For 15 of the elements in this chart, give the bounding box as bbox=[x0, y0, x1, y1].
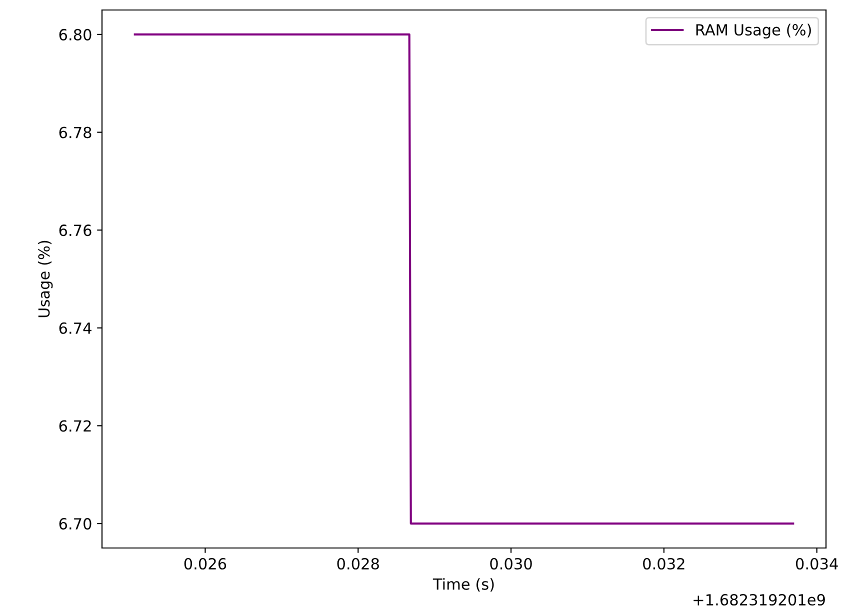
y-tick-label: 6.76 bbox=[59, 224, 92, 236]
x-tick-label: 0.030 bbox=[490, 558, 532, 570]
x-tick-label: 0.034 bbox=[796, 558, 838, 570]
x-axis-title: Time (s) bbox=[432, 578, 494, 592]
y-tick-label: 6.72 bbox=[59, 420, 91, 432]
y-tick-label: 6.80 bbox=[59, 28, 92, 40]
x-tick-label: 0.026 bbox=[184, 558, 226, 570]
text: +1.682319201e9 bbox=[694, 594, 825, 606]
y-tick-label: 6.74 bbox=[59, 322, 92, 334]
x-tick-label: 0.032 bbox=[643, 558, 684, 570]
y-axis-title: Usage (%) bbox=[38, 240, 53, 318]
y-tick-label: 6.70 bbox=[59, 518, 92, 530]
legend-label: RAM Usage (%) bbox=[696, 24, 811, 39]
y-tick-label: 6.78 bbox=[59, 126, 92, 138]
x-tick-label: 0.028 bbox=[337, 558, 379, 570]
